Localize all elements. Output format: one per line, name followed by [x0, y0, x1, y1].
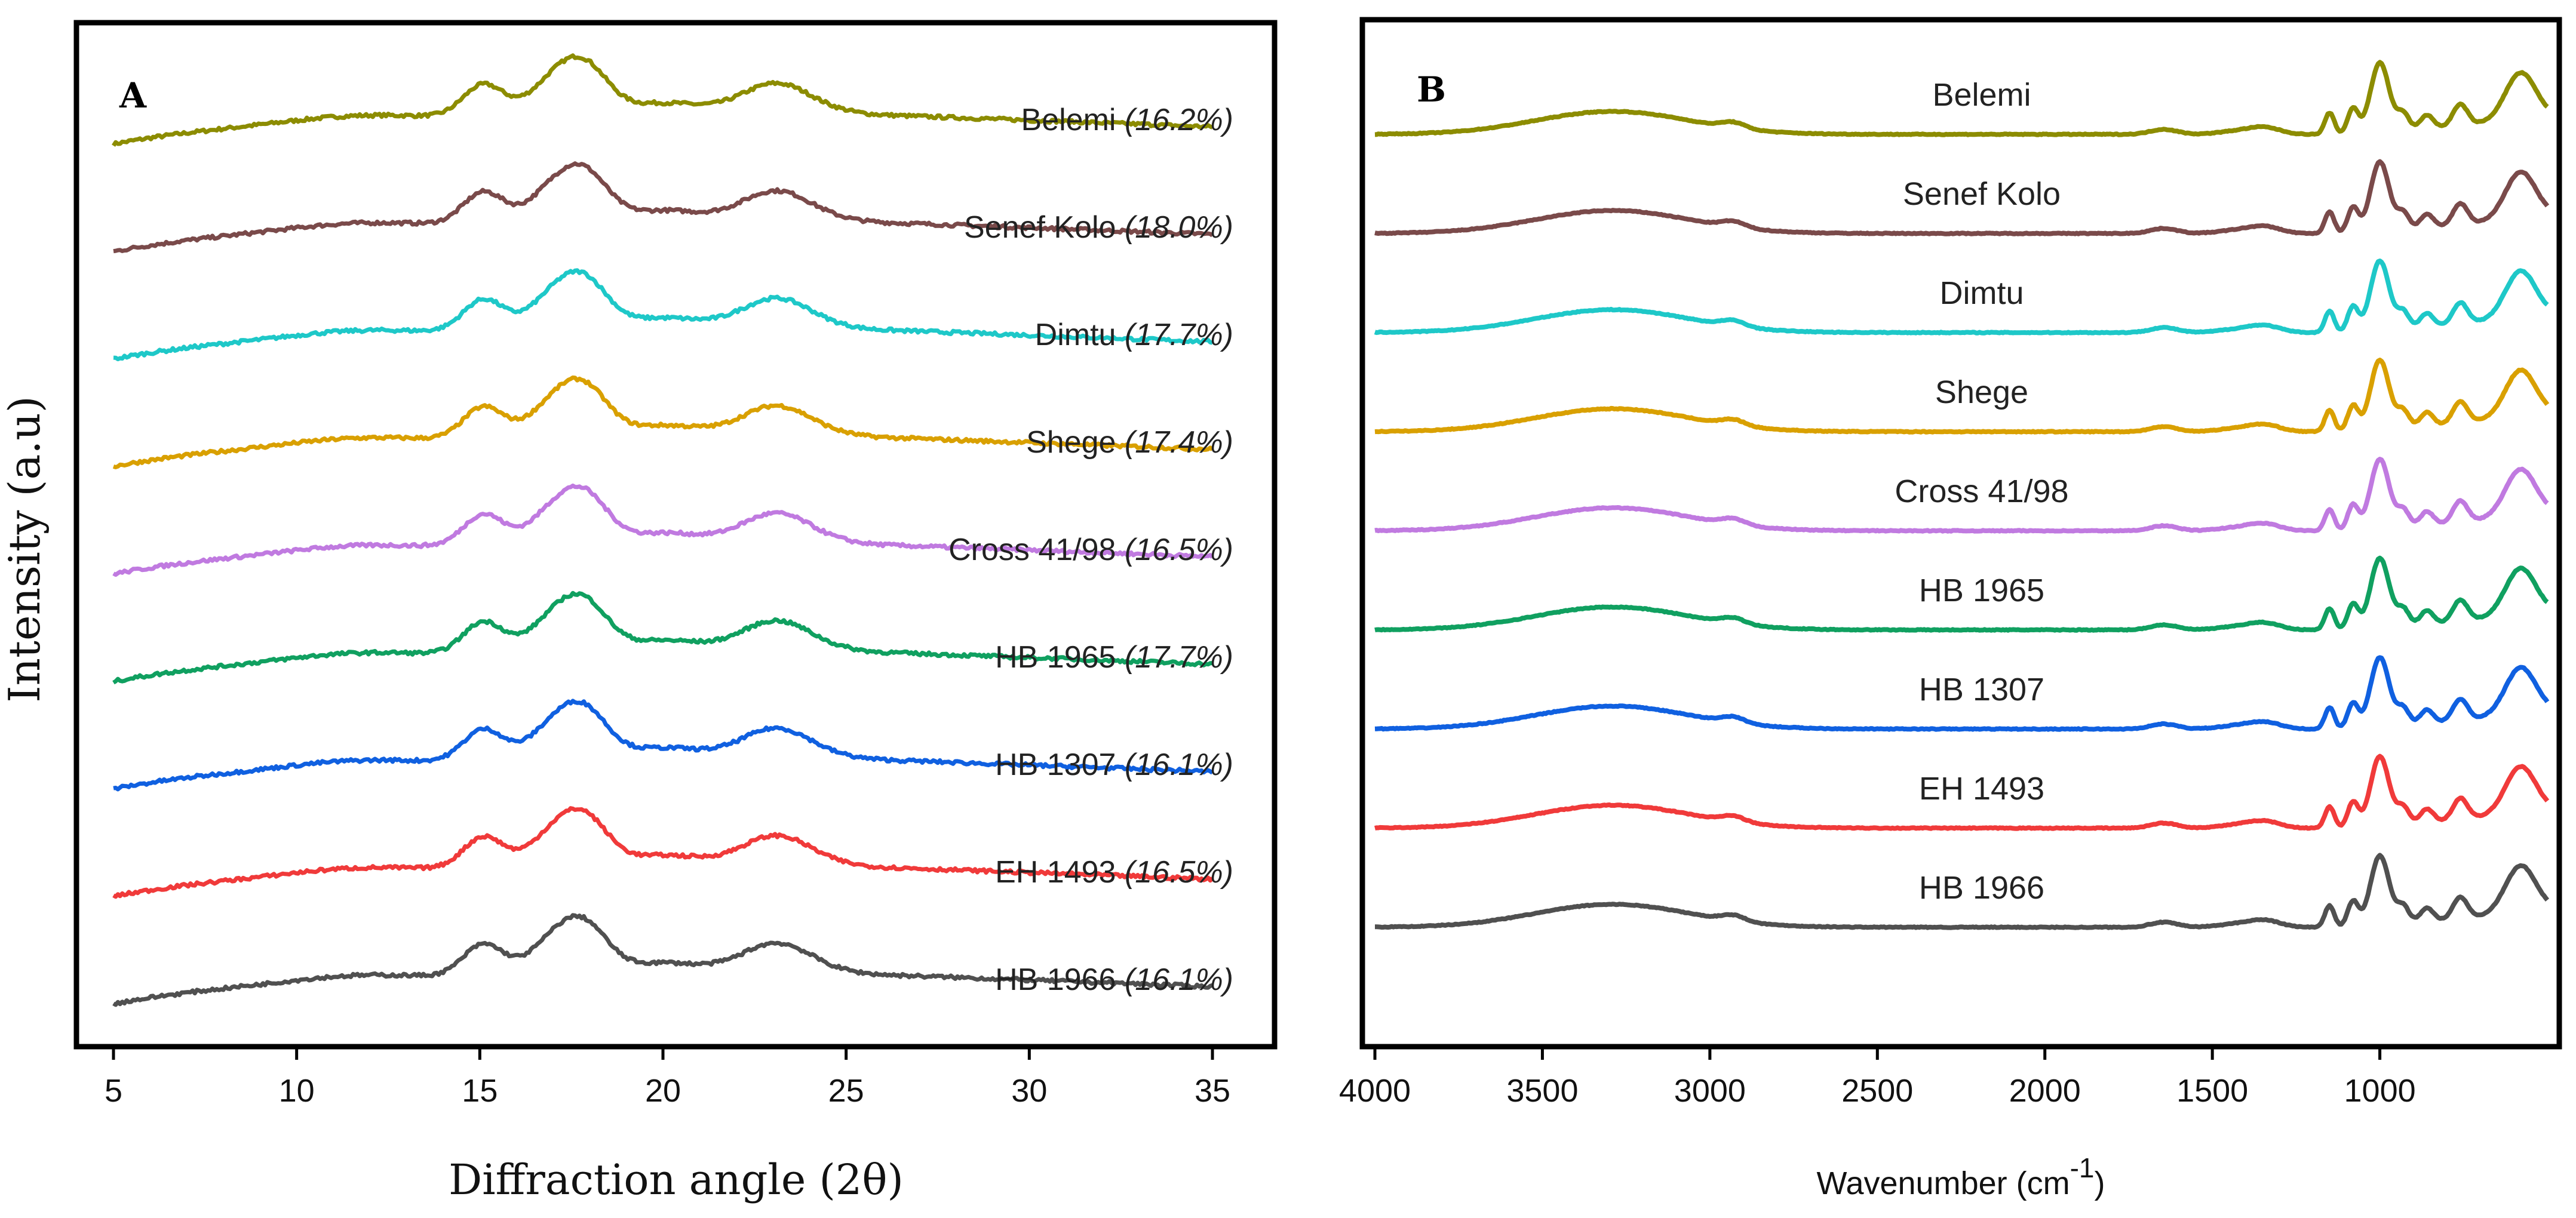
ftir-series-label-6: HB 1307: [1919, 672, 2044, 708]
xrd-series-value-2: (17.7%): [1125, 318, 1233, 352]
panel-b-x-axis-title-text: Wavenumber (cm: [1817, 1165, 2070, 1201]
xrd-trace-3: [112, 375, 1214, 469]
ftir-x-tick-label-0: 4000: [1339, 1073, 1411, 1109]
panel-a-y-axis-title: Intensity (a.u): [0, 396, 50, 703]
ftir-trace-1: [1374, 159, 2550, 236]
xrd-series-label-4: Cross 41/98 (16.5%): [948, 533, 1233, 567]
ftir-trace-2: [1374, 259, 2549, 336]
ftir-trace-0: [1374, 60, 2549, 137]
xrd-series-name-7: EH 1493: [995, 855, 1125, 890]
panel-b-x-axis-title: Wavenumber (cm-1): [1817, 1152, 2105, 1201]
xrd-x-tick-label-6: 35: [1195, 1073, 1230, 1109]
xrd-series-label-8: HB 1966 (16.1%): [995, 962, 1233, 997]
xrd-series-name-5: HB 1965: [995, 640, 1125, 675]
xrd-series-label-5: HB 1965 (17.7%): [995, 640, 1233, 675]
ftir-trace-3: [1374, 358, 2550, 435]
xrd-x-tick-label-1: 10: [279, 1073, 315, 1109]
xrd-series-value-0: (16.2%): [1125, 103, 1233, 137]
ftir-x-tick-label-6: 1000: [2344, 1073, 2416, 1109]
xrd-series-label-3: Shege (17.4%): [1026, 425, 1233, 460]
xrd-series-name-2: Dimtu: [1035, 318, 1125, 352]
ftir-x-tick-label-2: 3000: [1674, 1073, 1746, 1109]
xrd-series-label-6: HB 1307 (16.1%): [995, 748, 1233, 782]
ftir-trace-6: [1374, 655, 2550, 732]
xrd-x-tick-label-4: 25: [828, 1073, 864, 1109]
panel-b-x-ticks: 4000 3500 3000 2500 2000 1500 1000: [1339, 1047, 2416, 1109]
xrd-trace-8: [112, 913, 1214, 1007]
ftir-x-tick-label-5: 1500: [2176, 1073, 2248, 1109]
xrd-series-value-5: (17.7%): [1125, 640, 1233, 675]
xrd-series-value-6: (16.1%): [1125, 748, 1233, 782]
xrd-x-tick-label-5: 30: [1011, 1073, 1047, 1109]
panel-b-x-axis-title-end: ): [2095, 1165, 2105, 1201]
panel-a-frame: [73, 20, 1278, 1050]
xrd-series-name-1: Senef Kolo: [964, 210, 1125, 245]
xrd-series-name-3: Shege: [1026, 425, 1125, 460]
ftir-series-label-5: HB 1965: [1919, 573, 2044, 608]
xrd-trace-5: [112, 590, 1213, 685]
panel-a-x-axis-title: Diffraction angle (2θ): [449, 1155, 904, 1204]
panel-b-x-axis-title-sup: -1: [2070, 1152, 2095, 1183]
xrd-series-value-1: (18.0%): [1125, 210, 1233, 245]
xrd-series-name-8: HB 1966: [995, 962, 1125, 997]
ftir-series-label-1: Senef Kolo: [1903, 176, 2061, 212]
ftir-x-tick-label-3: 2500: [1841, 1073, 1913, 1109]
panel-b-traces: [1374, 60, 2550, 930]
xrd-series-value-8: (16.1%): [1125, 962, 1233, 997]
xrd-series-name-4: Cross 41/98: [948, 533, 1125, 567]
ftir-trace-8: [1374, 853, 2550, 930]
panel-b-frame: [1359, 17, 2562, 1050]
xrd-series-label-2: Dimtu (17.7%): [1035, 318, 1233, 352]
panel-a-traces: [112, 53, 1214, 1007]
xrd-trace-4: [112, 483, 1214, 577]
xrd-trace-1: [113, 161, 1214, 254]
xrd-trace-7: [112, 806, 1214, 899]
xrd-series-value-3: (17.4%): [1125, 425, 1233, 460]
panel-a-label: A: [119, 75, 147, 116]
xrd-x-tick-label-2: 15: [462, 1073, 498, 1109]
ftir-series-label-0: Belemi: [1932, 77, 2031, 113]
xrd-x-tick-label-0: 5: [105, 1073, 122, 1109]
ftir-x-tick-label-1: 3500: [1506, 1073, 1578, 1109]
xrd-series-label-0: Belemi (16.2%): [1021, 103, 1233, 137]
panel-b: B Belemi Senef Kolo Dimtu Shege Cross 41/98 H…: [1339, 17, 2562, 1201]
panel-b-label: B: [1417, 69, 1446, 110]
ftir-x-tick-label-4: 2000: [2009, 1073, 2081, 1109]
panel-b-series-labels: Belemi Senef Kolo Dimtu Shege Cross 41/98 HB …: [1895, 77, 2068, 906]
panel-a-x-axis-title-text: Diffraction angle (2θ): [449, 1155, 904, 1204]
ftir-trace-5: [1374, 555, 2549, 633]
ftir-trace-7: [1374, 753, 2550, 831]
ftir-series-label-7: EH 1493: [1919, 771, 2044, 807]
xrd-x-tick-label-3: 20: [645, 1073, 681, 1109]
xrd-trace-0: [112, 53, 1214, 147]
panel-a-x-ticks: 5 10 15 20 25 30 35: [105, 1047, 1230, 1109]
xrd-series-value-4: (16.5%): [1125, 533, 1233, 567]
ftir-series-label-3: Shege: [1935, 374, 2028, 410]
panel-a: A Belemi (16.2%) Senef Kolo (18.0%) Dimtu …: [0, 20, 1278, 1204]
xrd-series-name-0: Belemi: [1021, 103, 1125, 137]
xrd-series-label-1: Senef Kolo (18.0%): [964, 210, 1233, 245]
xrd-trace-2: [113, 268, 1213, 361]
xrd-series-name-6: HB 1307: [995, 748, 1125, 782]
xrd-trace-6: [113, 699, 1214, 792]
panel-a-series-labels: Belemi (16.2%) Senef Kolo (18.0%) Dimtu (1…: [948, 103, 1233, 997]
xrd-series-value-7: (16.5%): [1125, 855, 1233, 890]
xrd-series-label-7: EH 1493 (16.5%): [995, 855, 1233, 890]
ftir-series-label-8: HB 1966: [1919, 870, 2044, 906]
ftir-series-label-2: Dimtu: [1939, 275, 2024, 311]
ftir-trace-4: [1374, 457, 2549, 534]
ftir-series-label-4: Cross 41/98: [1895, 473, 2068, 509]
